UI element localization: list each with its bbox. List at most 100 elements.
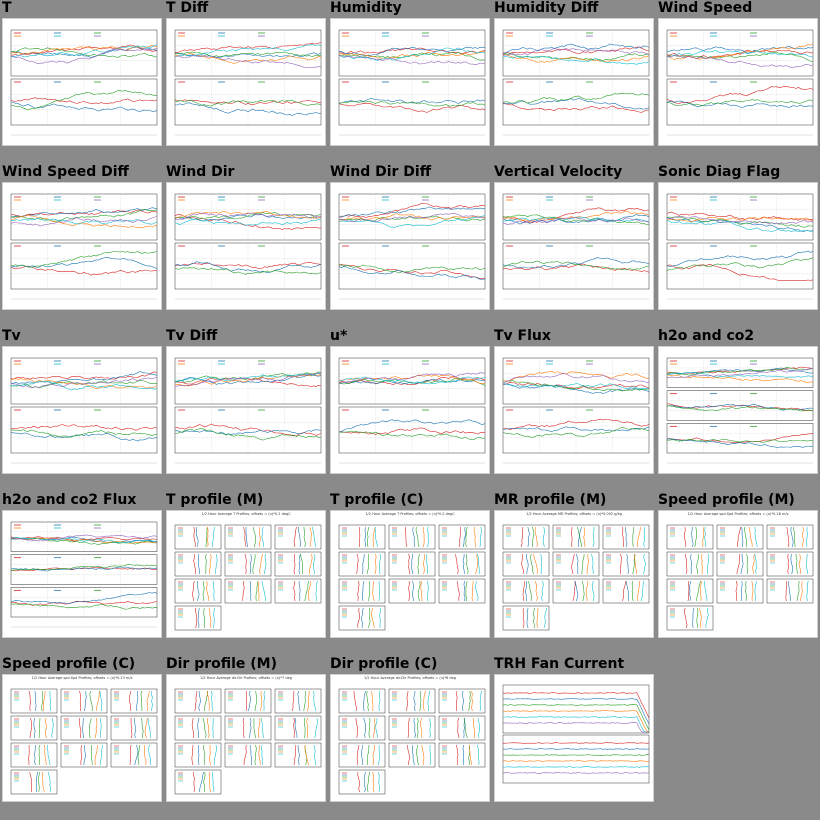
profile-line [137, 744, 140, 766]
plot-image [10, 193, 158, 300]
profile-line [429, 744, 432, 766]
profile-panel [174, 742, 222, 768]
plot-thumbnail[interactable] [494, 18, 654, 146]
plot-thumbnail[interactable] [494, 182, 654, 310]
plot-tile[interactable]: Humidity [328, 0, 492, 164]
profile-line [585, 580, 589, 602]
profile-line [526, 607, 529, 629]
plot-tile[interactable]: Speed profile (M) 1/2 Hour Average spd.Sp… [656, 492, 820, 656]
plot-thumbnail[interactable]: 1/2 Hour Average spd.Spd Profiles; offse… [658, 510, 818, 638]
plot-tile[interactable]: Tv Diff [164, 328, 328, 492]
plot-thumbnail[interactable] [658, 182, 818, 310]
plot-thumbnail[interactable] [330, 346, 490, 474]
profile-line [533, 553, 538, 575]
plot-caption: 1/2 Hour Average dir.Dir Profiles; offse… [364, 676, 456, 680]
profile-line [462, 526, 467, 548]
profile-line [796, 580, 800, 602]
profile-panel [388, 551, 436, 577]
plot-thumbnail[interactable] [658, 346, 818, 474]
profile-line [294, 717, 298, 739]
plot-thumbnail[interactable] [494, 346, 654, 474]
plot-thumbnail[interactable] [330, 18, 490, 146]
plot-thumbnail[interactable]: 1/2 Hour Average spd.Spd Profiles; offse… [2, 674, 162, 802]
panel-1 [174, 357, 322, 405]
series-line [174, 261, 322, 274]
plot-tile[interactable]: Sonic Diag Flag [656, 164, 820, 328]
plot-tile[interactable]: T profile (C) 1/2 Hour Average T Profiles… [328, 492, 492, 656]
plot-thumbnail[interactable] [2, 510, 162, 638]
profile-line [578, 526, 582, 548]
plot-thumbnail[interactable] [2, 182, 162, 310]
plot-thumbnail[interactable]: 1/2 Hour Average MR Profiles; offsets = … [494, 510, 654, 638]
profile-line [372, 580, 375, 602]
plot-tile[interactable]: Vertical Velocity [492, 164, 656, 328]
plot-thumbnail[interactable] [330, 182, 490, 310]
panel-2 [502, 242, 650, 290]
profile-line [29, 717, 32, 739]
profile-line [41, 690, 44, 712]
plot-thumbnail[interactable] [166, 18, 326, 146]
profile-line [203, 744, 206, 766]
plot-tile[interactable]: Dir profile (C) 1/2 Hour Average dir.Dir … [328, 656, 492, 820]
plot-tile[interactable]: h2o and co2 [656, 328, 820, 492]
plot-tile[interactable]: T Diff [164, 0, 328, 164]
profile-line [535, 580, 538, 602]
series-line [502, 754, 650, 756]
profile-line [252, 553, 256, 575]
profile-line [254, 690, 258, 712]
series-line [10, 432, 158, 442]
plot-tile[interactable]: Speed profile (C) 1/2 Hour Average spd.Sp… [0, 656, 164, 820]
plot-thumbnail[interactable]: 1/2 Hour Average T Profiles; offsets = (… [166, 510, 326, 638]
plot-tile[interactable]: Humidity Diff [492, 0, 656, 164]
plot-tile[interactable]: MR profile (M) 1/2 Hour Average MR Profil… [492, 492, 656, 656]
profile-line [211, 526, 215, 548]
plot-image [338, 193, 486, 300]
plot-tile[interactable]: T profile (M) 1/2 Hour Average T Profiles… [164, 492, 328, 656]
plot-thumbnail[interactable] [166, 182, 326, 310]
plot-thumbnail[interactable] [166, 346, 326, 474]
plot-thumbnail[interactable] [2, 346, 162, 474]
plot-tile[interactable]: Wind Dir [164, 164, 328, 328]
profile-line [34, 690, 37, 712]
plot-title: Humidity Diff [494, 0, 599, 16]
profile-line [692, 607, 695, 629]
profile-line [94, 744, 98, 766]
plot-tile[interactable]: h2o and co2 Flux [0, 492, 164, 656]
plot-tile[interactable]: Wind Speed Diff [0, 164, 164, 328]
plot-tile[interactable]: Dir profile (M) 1/2 Hour Average dir.Dir … [164, 656, 328, 820]
profile-line [689, 580, 692, 602]
plot-tile[interactable]: Wind Speed [656, 0, 820, 164]
plot-tile[interactable]: TRH Fan Current [492, 656, 656, 820]
profile-panel [502, 605, 550, 631]
plot-tile[interactable]: Wind Dir Diff [328, 164, 492, 328]
panel-1 [338, 29, 486, 77]
plot-thumbnail[interactable]: 1/2 Hour Average dir.Dir Profiles; offse… [330, 674, 490, 802]
profile-line [99, 717, 102, 739]
series-line [10, 380, 158, 391]
plot-tile[interactable]: Tv Flux [492, 328, 656, 492]
plot-thumbnail[interactable] [2, 18, 162, 146]
profile-panel [274, 578, 322, 604]
profile-panel [174, 524, 222, 550]
profile-line [687, 580, 690, 602]
profile-line [373, 717, 376, 739]
profile-line [134, 744, 139, 766]
plot-thumbnail[interactable]: 1/2 Hour Average T Profiles; offsets = (… [330, 510, 490, 638]
plot-tile[interactable]: u* [328, 328, 492, 492]
plot-thumbnail[interactable]: 1/2 Hour Average dir.Dir Profiles; offse… [166, 674, 326, 802]
profile-panel [438, 715, 486, 741]
profile-line [704, 526, 707, 548]
series-line [502, 766, 650, 768]
plot-thumbnail[interactable] [494, 674, 654, 802]
profile-line [694, 526, 697, 548]
plot-tile[interactable]: Tv [0, 328, 164, 492]
series-line [338, 215, 486, 222]
profile-line [362, 553, 365, 575]
series-line [502, 263, 650, 273]
plot-image [10, 29, 158, 136]
profile-line [592, 527, 595, 548]
profile-line [361, 744, 364, 766]
plot-thumbnail[interactable] [658, 18, 818, 146]
plot-tile[interactable]: T [0, 0, 164, 164]
